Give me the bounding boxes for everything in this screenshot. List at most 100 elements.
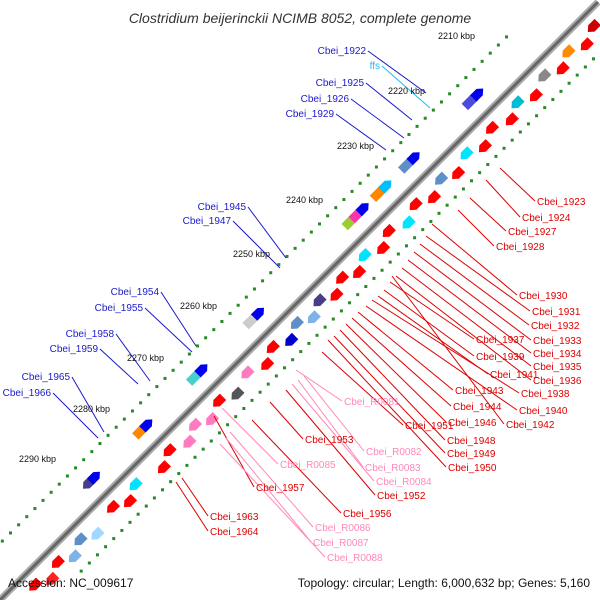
gene-feature [336,270,350,284]
gc-dot [234,415,238,419]
gene-label-reverse: Cbei_1964 [210,527,259,538]
gc-dot [388,260,392,264]
gc-dot [242,406,246,410]
gc-dot [114,425,118,429]
gene-feature [241,365,255,379]
gene-feature [206,412,220,426]
leader-line [485,179,521,218]
gene-feature [460,146,474,160]
gc-dot [374,165,378,169]
gc-dot [478,171,482,175]
gene-label-forward: Cbei_1926 [301,94,350,105]
gc-dot [334,206,338,210]
gc-dot [74,466,78,470]
gc-dot [518,130,522,134]
gene-label-forward: Cbei_1958 [66,329,115,340]
gc-dot [317,222,321,226]
gene-feature [353,264,367,278]
gc-dot [244,295,248,299]
gc-dot [106,433,110,437]
gc-dot [439,100,443,104]
gc-dot [177,472,181,476]
gc-dot [277,263,281,267]
gc-dot [331,317,335,321]
gene-feature [68,549,82,563]
gc-dot [147,393,151,397]
gene-feature [86,471,100,485]
gene-label-forward: Cbei_1954 [111,287,160,298]
leader-line [327,339,447,468]
gc-dot [366,173,370,177]
gene-feature [307,310,321,324]
gc-dot [448,92,452,96]
gc-dot [496,43,500,47]
gc-dot [407,132,411,136]
gc-dot [431,108,435,112]
gc-dot [104,545,108,549]
gene-feature [382,223,396,237]
gc-dot [130,409,134,413]
gene-label-reverse: Cbei_1936 [533,376,582,387]
gene-label-forward: Cbei_1966 [3,388,52,399]
gene-feature [538,68,552,82]
gene-feature [51,554,65,568]
gene-feature [580,37,594,51]
gc-dot [356,293,360,297]
gene-feature [157,460,171,474]
gene-feature [107,499,121,513]
gene-label-reverse: Cbei_R0084 [376,477,432,488]
gene-feature [139,419,153,433]
leader-line [425,235,531,312]
leader-line [99,348,139,385]
genome-title: Clostridium beijerinckii NCIMB 8052, com… [129,10,472,26]
gene-feature [409,197,423,211]
leader-line [225,437,312,543]
leader-line [407,259,532,354]
gc-dot [543,106,547,110]
gene-label-reverse: Cbei_1963 [210,512,259,523]
leader-line [335,113,387,151]
gc-dot [342,198,346,202]
leader-line [221,407,279,465]
gc-dot [291,358,295,362]
leader-line [345,323,447,423]
gene-feature [250,307,264,321]
leader-line [383,289,475,357]
gc-dot [136,512,140,516]
leader-line [413,251,532,341]
gc-dot [8,531,12,535]
gc-dot [285,254,289,258]
gc-dot [185,463,189,467]
leader-line [181,477,209,517]
gc-dot [120,528,124,532]
gc-dot [250,398,254,402]
leader-line [377,295,489,375]
gene-label-reverse: Cbei_1950 [448,463,497,474]
gene-label-reverse: Cbei_R0083 [365,463,421,474]
gene-label-reverse: Cbei_1953 [305,435,354,446]
gc-dot [90,450,94,454]
leader-line [295,369,343,402]
gene-label-reverse: Cbei_1943 [455,386,504,397]
label-leader-lines [52,50,536,558]
leader-line [350,98,405,139]
gene-feature [129,477,143,491]
gc-dot [282,366,286,370]
gene-label-reverse: Cbei_R0086 [315,523,371,534]
gc-dot [480,59,484,63]
accession-text: Accession: NC_009617 [8,576,134,590]
leader-line [285,389,376,496]
gene-feature [428,190,442,204]
gene-label-reverse: Cbei_1928 [496,242,545,253]
gene-feature [355,203,369,217]
gc-dot [535,114,539,118]
gene-feature [378,180,392,194]
gene-feature [330,287,344,301]
gc-dot [171,368,175,372]
gc-dot [258,390,262,394]
gene-feature [266,339,280,353]
gc-dot [505,35,509,39]
gc-dot [212,328,216,332]
gc-dot [464,76,468,80]
